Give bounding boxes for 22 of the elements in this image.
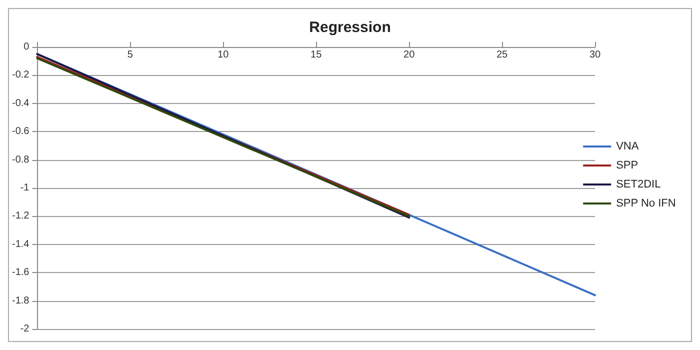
y-tick-label: -0.2 — [12, 70, 30, 81]
x-tick-label: 5 — [127, 50, 134, 60]
legend-label: VNA — [616, 140, 640, 152]
y-tick-label: -1 — [20, 182, 30, 194]
legend-label: SET2DIL — [616, 178, 661, 190]
x-tick-label: 30 — [589, 50, 601, 60]
legend-label: SPP No IFN — [616, 198, 676, 210]
x-tick-label: 20 — [404, 50, 416, 60]
legend-label: SPP — [616, 160, 638, 172]
y-tick-label: -1.2 — [12, 210, 30, 222]
y-tick-label: -0.4 — [12, 98, 30, 109]
y-tick-label: -1.4 — [12, 238, 30, 250]
y-tick-label: -0.8 — [12, 154, 30, 166]
y-tick-label: -1.8 — [12, 295, 30, 306]
y-tick-label: 0 — [24, 42, 30, 52]
y-tick-label: -1.6 — [12, 267, 30, 278]
chart-title: Regression — [309, 19, 391, 36]
y-tick-label: -2 — [20, 324, 30, 334]
x-tick-label: 15 — [310, 50, 322, 60]
y-tick-label: -0.6 — [12, 126, 30, 138]
x-tick-label: 10 — [218, 50, 230, 60]
x-tick-label: 25 — [496, 50, 508, 60]
